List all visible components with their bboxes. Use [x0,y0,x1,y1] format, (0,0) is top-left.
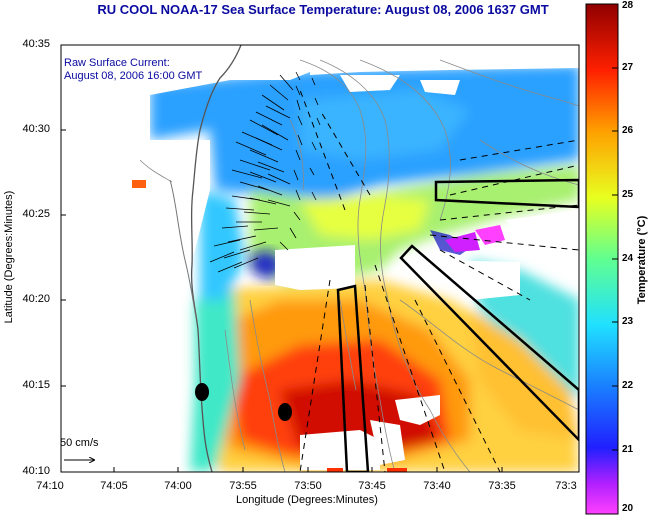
bathymetry-contours [224,59,579,472]
x-tick: 73:35 [488,480,516,492]
colorbar-tick: 28 [622,0,634,11]
scale-label: 50 cm/s [60,437,99,449]
y-tick: 40:20 [22,293,50,305]
x-tick: 73:50 [294,480,322,492]
x-tick: 73:55 [229,480,257,492]
colorbar-tick: 23 [622,316,634,327]
buoy-marker [195,383,209,401]
colorbar-tick: 21 [622,444,634,455]
coastline [190,45,242,472]
colorbar-tick: 24 [622,253,634,264]
y-tick: 40:25 [22,208,50,220]
colorbar-tick: 20 [622,503,634,514]
x-tick: 73:40 [423,480,451,492]
y-tick: 40:10 [22,465,50,477]
colorbar-tick: 22 [622,380,634,391]
colorbar-tick: 27 [622,62,634,73]
inset-current-label: Raw Surface Current: [64,57,170,69]
y-tick: 40:15 [22,379,50,391]
y-tick: 40:35 [22,38,50,50]
inset-current-date: August 08, 2006 16:00 GMT [64,70,203,82]
colorbar-tick: 25 [622,189,634,200]
y-tick: 40:30 [22,123,50,135]
x-tick: 74:10 [36,480,64,492]
x-tick: 73:3 [555,480,577,492]
transect-boxes [336,178,579,472]
orange-speck [132,180,146,188]
x-tick: 73:45 [358,480,386,492]
y-axis-label: Latitude (Degrees:Minutes) [3,190,15,324]
x-tick: 74:05 [100,480,128,492]
x-axis-label: Longitude (Degrees:Minutes) [236,494,378,506]
colorbar-label: Temperature (°C) [636,215,648,305]
current-vectors [209,71,321,273]
colorbar-tick: 26 [622,125,634,136]
buoy-marker [278,403,292,421]
x-tick: 74:00 [164,480,192,492]
map-title: RU COOL NOAA-17 Sea Surface Temperature:… [97,2,549,17]
sst-field [61,45,579,472]
